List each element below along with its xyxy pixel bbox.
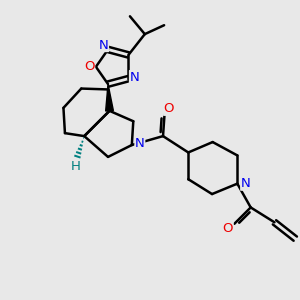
Text: N: N	[135, 137, 145, 150]
Polygon shape	[106, 84, 113, 111]
Text: N: N	[130, 70, 139, 84]
Text: N: N	[241, 177, 250, 190]
Text: O: O	[84, 60, 94, 73]
Text: O: O	[223, 222, 233, 235]
Text: O: O	[164, 102, 174, 115]
Text: N: N	[99, 38, 108, 52]
Text: H: H	[71, 160, 81, 173]
